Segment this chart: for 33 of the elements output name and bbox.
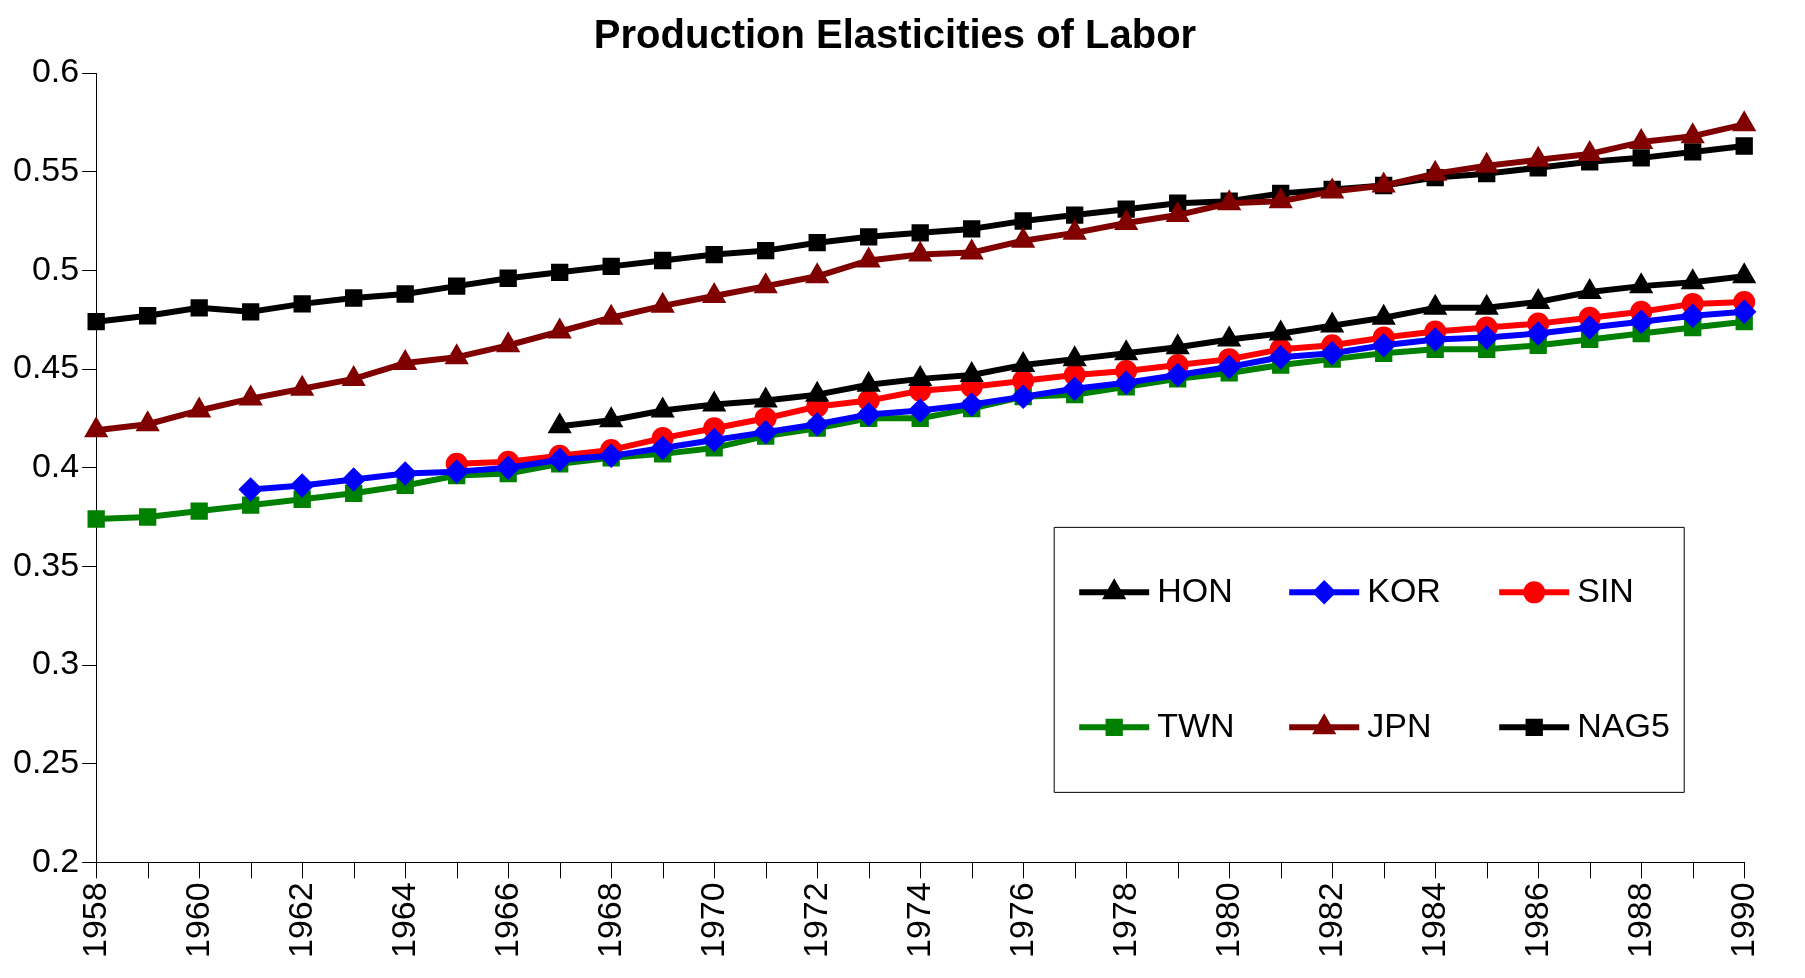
x-tick-label: 1988 bbox=[1619, 882, 1658, 958]
legend-label: JPN bbox=[1367, 705, 1432, 744]
y-tick-label: 0.5 bbox=[31, 248, 80, 287]
x-tick-label: 1980 bbox=[1207, 882, 1246, 958]
y-tick-label: 0.45 bbox=[12, 347, 80, 386]
y-tick-label: 0.25 bbox=[12, 742, 80, 781]
x-tick-label: 1972 bbox=[795, 882, 834, 958]
y-tick-label: 0.55 bbox=[12, 150, 80, 189]
x-tick-label: 1984 bbox=[1413, 882, 1452, 958]
x-tick-label: 1970 bbox=[692, 882, 731, 958]
x-tick-label: 1976 bbox=[1001, 882, 1040, 958]
y-tick-label: 0.4 bbox=[31, 446, 80, 485]
x-tick-label: 1974 bbox=[898, 882, 937, 958]
y-tick-label: 0.3 bbox=[31, 643, 80, 682]
x-tick-label: 1986 bbox=[1516, 882, 1555, 958]
x-tick-label: 1978 bbox=[1104, 882, 1143, 958]
x-tick-label: 1990 bbox=[1722, 882, 1761, 958]
y-tick-label: 0.35 bbox=[12, 544, 80, 583]
y-tick-label: 0.2 bbox=[31, 840, 80, 879]
x-tick-label: 1968 bbox=[589, 882, 628, 958]
x-tick-label: 1962 bbox=[280, 882, 319, 958]
chart-title: Production Elasticities of Labor bbox=[593, 12, 1197, 57]
x-tick-label: 1964 bbox=[383, 882, 422, 958]
x-tick-label: 1982 bbox=[1310, 882, 1349, 958]
x-tick-label: 1966 bbox=[486, 882, 525, 958]
legend-label: KOR bbox=[1367, 570, 1441, 609]
x-tick-label: 1960 bbox=[177, 882, 216, 958]
legend-label: TWN bbox=[1157, 705, 1235, 744]
y-tick-label: 0.6 bbox=[31, 51, 80, 90]
legend-label: NAG5 bbox=[1577, 705, 1670, 744]
legend-label: HON bbox=[1157, 570, 1233, 609]
legend-label: SIN bbox=[1577, 570, 1634, 609]
x-tick-label: 1958 bbox=[74, 882, 113, 958]
